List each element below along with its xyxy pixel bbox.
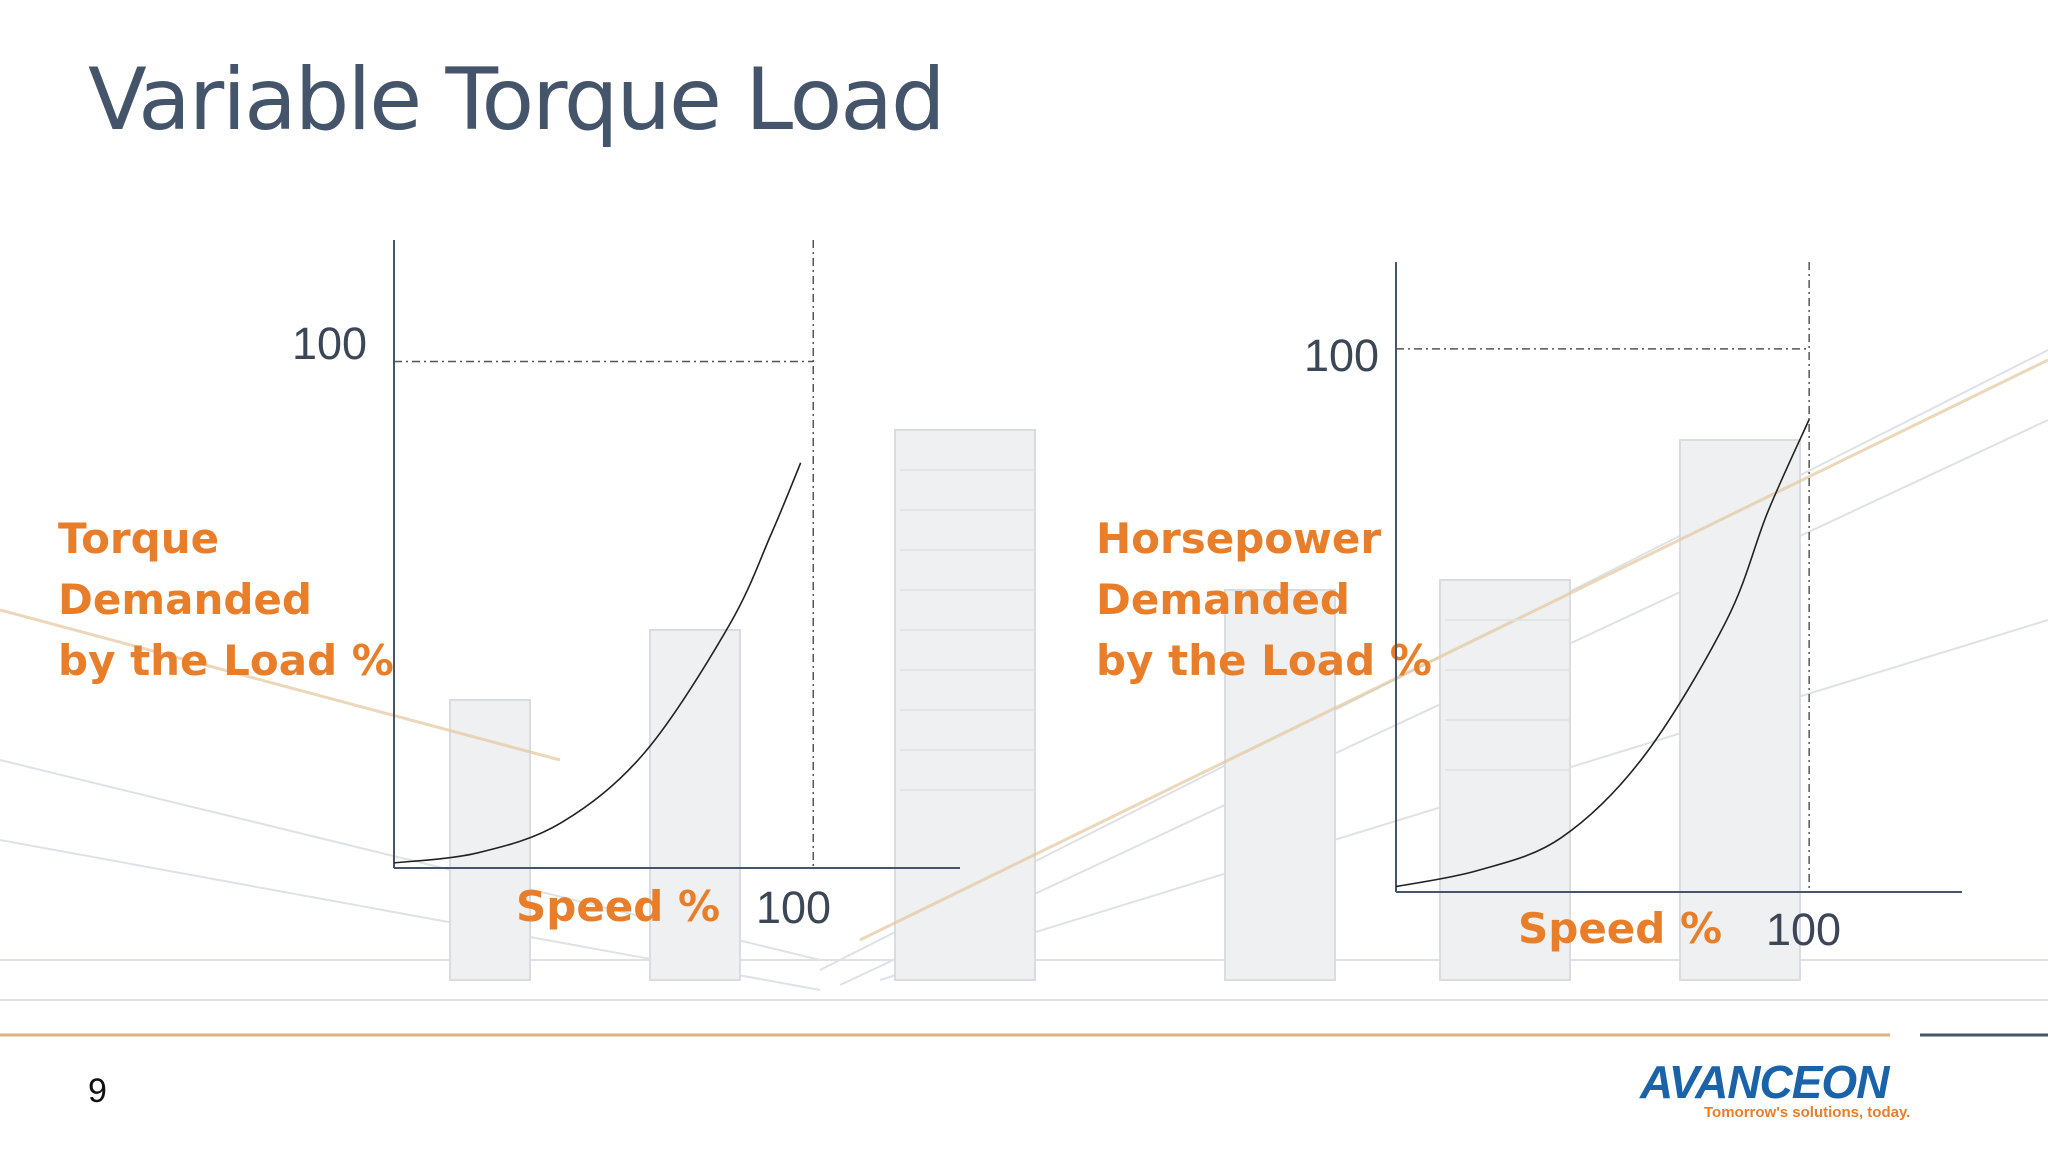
chart2-y-tick: 100	[1304, 330, 1380, 381]
chart1-y-label-line2: Demanded	[58, 575, 312, 624]
chart2-x-tick: 100	[1766, 904, 1842, 955]
chart1-y-tick: 100	[292, 318, 368, 369]
logo-wordmark: AVANCEON	[1640, 1056, 1889, 1108]
chart2-y-label-line3: by the Load %	[1096, 636, 1432, 685]
slide-title: Variable Torque Load	[88, 50, 946, 150]
page-number: 9	[88, 1072, 107, 1110]
chart1-y-label: Torque Demanded by the Load %	[58, 508, 394, 691]
chart2-y-label: Horsepower Demanded by the Load %	[1096, 508, 1432, 691]
logo-tagline: Tomorrow's solutions, today.	[1704, 1104, 1911, 1121]
chart1-y-label-line1: Torque	[58, 514, 220, 563]
chart1-x-label: Speed %	[516, 882, 721, 931]
chart1-y-label-line3: by the Load %	[58, 636, 394, 685]
chart2-y-label-line1: Horsepower	[1096, 514, 1382, 563]
avanceon-logo: AVANCEON Tomorrow's solutions, today.	[1640, 1055, 1910, 1125]
chart2-y-label-line2: Demanded	[1096, 575, 1350, 624]
chart2-curve	[1395, 419, 1810, 888]
chart1-curve	[393, 462, 802, 864]
chart2-x-label: Speed %	[1518, 904, 1723, 953]
chart1-x-tick: 100	[756, 882, 832, 933]
